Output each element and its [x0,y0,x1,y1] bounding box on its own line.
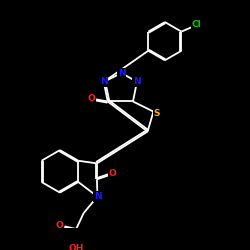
Text: Cl: Cl [192,20,201,29]
Text: OH: OH [68,244,84,250]
Text: O: O [109,169,117,178]
Text: N: N [133,77,141,86]
Text: O: O [56,221,64,230]
Text: N: N [100,77,108,86]
Text: S: S [153,109,160,118]
Text: N: N [118,68,125,78]
Text: N: N [94,192,101,201]
Text: O: O [88,94,95,103]
